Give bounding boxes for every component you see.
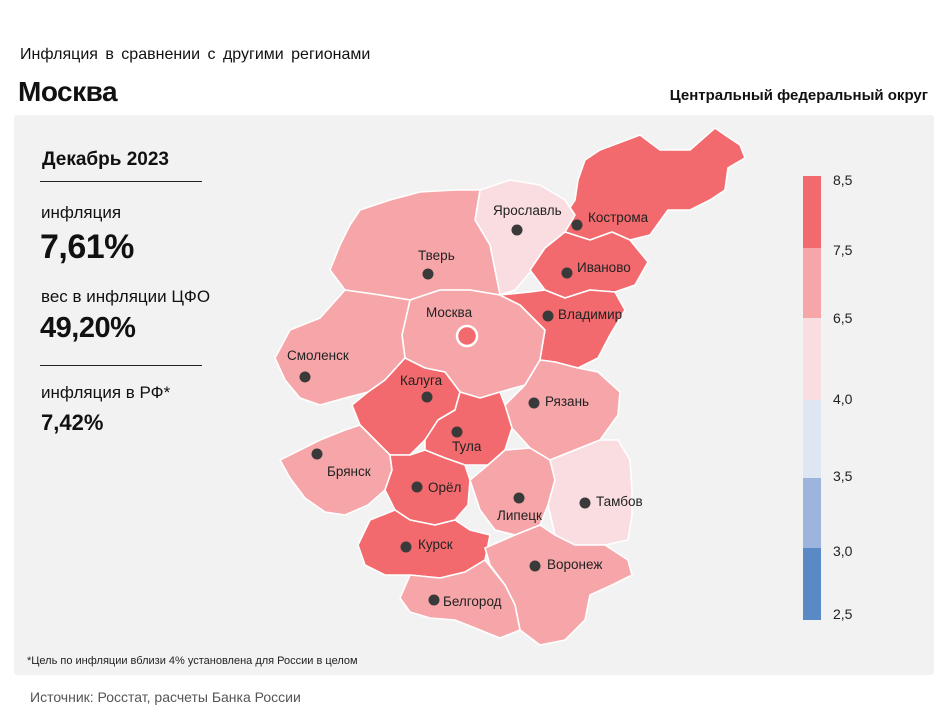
legend-band-2 bbox=[803, 318, 821, 400]
legend-band-5 bbox=[803, 548, 821, 620]
region-9 bbox=[424, 391, 513, 466]
city-label-1: Ярославль bbox=[493, 203, 562, 218]
city-marker-2 bbox=[561, 267, 573, 279]
legend-tick-0: 8,5 bbox=[833, 172, 853, 188]
city-label-14: Курск bbox=[418, 537, 453, 552]
city-label-0: Кострома bbox=[588, 210, 649, 225]
city-label-11: Орёл bbox=[428, 480, 461, 495]
chart-subtitle: Инфляция в сравнении с другими регионами bbox=[20, 46, 371, 63]
source-note: Источник: Росстат, расчеты Банка России bbox=[30, 689, 301, 705]
city-label-10: Брянск bbox=[327, 464, 371, 479]
city-label-3: Тверь bbox=[418, 248, 455, 263]
weight-label: вес в инфляции ЦФО bbox=[41, 287, 211, 306]
region-11 bbox=[384, 449, 471, 526]
legend-band-4 bbox=[803, 478, 821, 548]
district-name: Центральный федеральный округ bbox=[669, 87, 928, 104]
region-10 bbox=[279, 424, 393, 516]
city-marker-13 bbox=[579, 497, 591, 509]
legend-band-3 bbox=[803, 400, 821, 478]
legend-tick-6: 2,5 bbox=[833, 606, 853, 622]
city-marker-15 bbox=[529, 560, 541, 572]
region-8 bbox=[504, 359, 621, 461]
city-label-16: Белгород bbox=[443, 594, 502, 609]
region-12 bbox=[469, 447, 556, 536]
city-marker-0 bbox=[571, 219, 583, 231]
legend-tick-4: 3,5 bbox=[833, 468, 853, 484]
divider bbox=[40, 365, 202, 366]
region-5 bbox=[499, 289, 626, 369]
rf-inflation-label: инфляция в РФ* bbox=[41, 383, 171, 402]
city-label-6: Смоленск bbox=[287, 348, 349, 363]
inflation-label: инфляция bbox=[41, 203, 122, 222]
city-label-12: Липецк bbox=[497, 508, 542, 523]
city-marker-1 bbox=[511, 224, 523, 236]
inflation-value: 7,61% bbox=[40, 228, 134, 266]
city-marker-4 bbox=[455, 324, 479, 348]
region-title: Москва bbox=[18, 76, 118, 107]
region-3 bbox=[329, 189, 501, 301]
city-marker-16 bbox=[428, 594, 440, 606]
city-marker-14 bbox=[400, 541, 412, 553]
legend-tick-3: 4,0 bbox=[833, 391, 853, 407]
region-13 bbox=[547, 439, 633, 546]
city-marker-5 bbox=[542, 310, 554, 322]
footnote: *Цель по инфляции вблизи 4% установлена … bbox=[27, 655, 358, 667]
city-label-8: Рязань bbox=[545, 394, 589, 409]
rf-inflation-value: 7,42% bbox=[41, 410, 104, 435]
city-label-15: Воронеж bbox=[547, 557, 602, 572]
city-marker-8 bbox=[528, 397, 540, 409]
summary-panel: Декабрь 2023 инфляция 7,61% вес в инфляц… bbox=[14, 115, 254, 515]
city-marker-10 bbox=[311, 448, 323, 460]
city-label-4: Москва bbox=[426, 305, 473, 320]
legend-band-1 bbox=[803, 248, 821, 318]
city-label-5: Владимир bbox=[558, 307, 622, 322]
legend-tick-1: 7,5 bbox=[833, 242, 853, 258]
city-marker-9 bbox=[451, 426, 463, 438]
city-marker-6 bbox=[299, 371, 311, 383]
city-label-2: Иваново bbox=[577, 260, 631, 275]
city-marker-12 bbox=[513, 492, 525, 504]
region-16 bbox=[399, 559, 521, 639]
city-marker-3 bbox=[422, 268, 434, 280]
city-label-7: Калуга bbox=[400, 373, 443, 388]
legend-tick-2: 6,5 bbox=[833, 310, 853, 326]
city-marker-11 bbox=[411, 481, 423, 493]
weight-value: 49,20% bbox=[40, 312, 136, 344]
city-marker-7 bbox=[421, 391, 433, 403]
period-label: Декабрь 2023 bbox=[42, 149, 169, 170]
legend-tick-5: 3,0 bbox=[833, 543, 853, 559]
legend-band-0 bbox=[803, 176, 821, 248]
city-label-9: Тула bbox=[452, 439, 482, 454]
city-label-13: Тамбов bbox=[596, 494, 643, 509]
divider bbox=[40, 181, 202, 182]
